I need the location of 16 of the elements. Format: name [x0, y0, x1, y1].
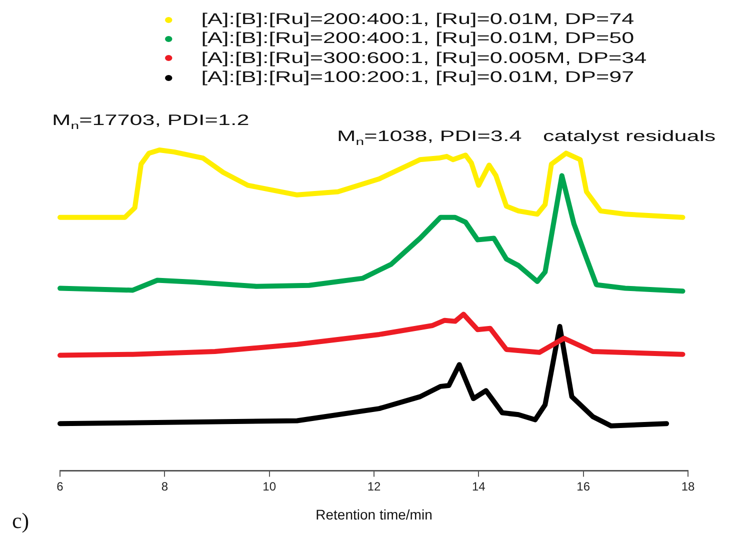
text: c)	[12, 508, 30, 534]
text: catalyst residuals	[543, 128, 716, 145]
x-tick-label: 8	[161, 479, 168, 494]
x-tick-label: 12	[367, 479, 381, 494]
x-axis-title: Retention time/min	[316, 506, 432, 522]
legend-label: [A]:[B]:[Ru]=300:600:1, [Ru]=0.005M, DP=34	[201, 48, 647, 68]
x-tick-label: 14	[472, 479, 486, 494]
text: M$_{n}$=17703, PDI=1.2	[52, 112, 250, 132]
legend-label: [A]:[B]:[Ru]=100:200:1, [Ru]=0.01M, DP=97	[201, 68, 634, 88]
x-tick-label: 18	[681, 479, 695, 494]
legend-label: [A]:[B]:[Ru]=200:400:1, [Ru]=0.01M, DP=50	[201, 29, 634, 49]
x-tick-label: 16	[576, 479, 590, 494]
x-tick-label: 6	[56, 479, 64, 494]
legend-label: [A]:[B]:[Ru]=200:400:1, [Ru]=0.01M, DP=74	[201, 10, 634, 30]
text: M$_{n}$=1038, PDI=3.4	[337, 128, 522, 148]
x-tick-label: 10	[262, 479, 276, 494]
